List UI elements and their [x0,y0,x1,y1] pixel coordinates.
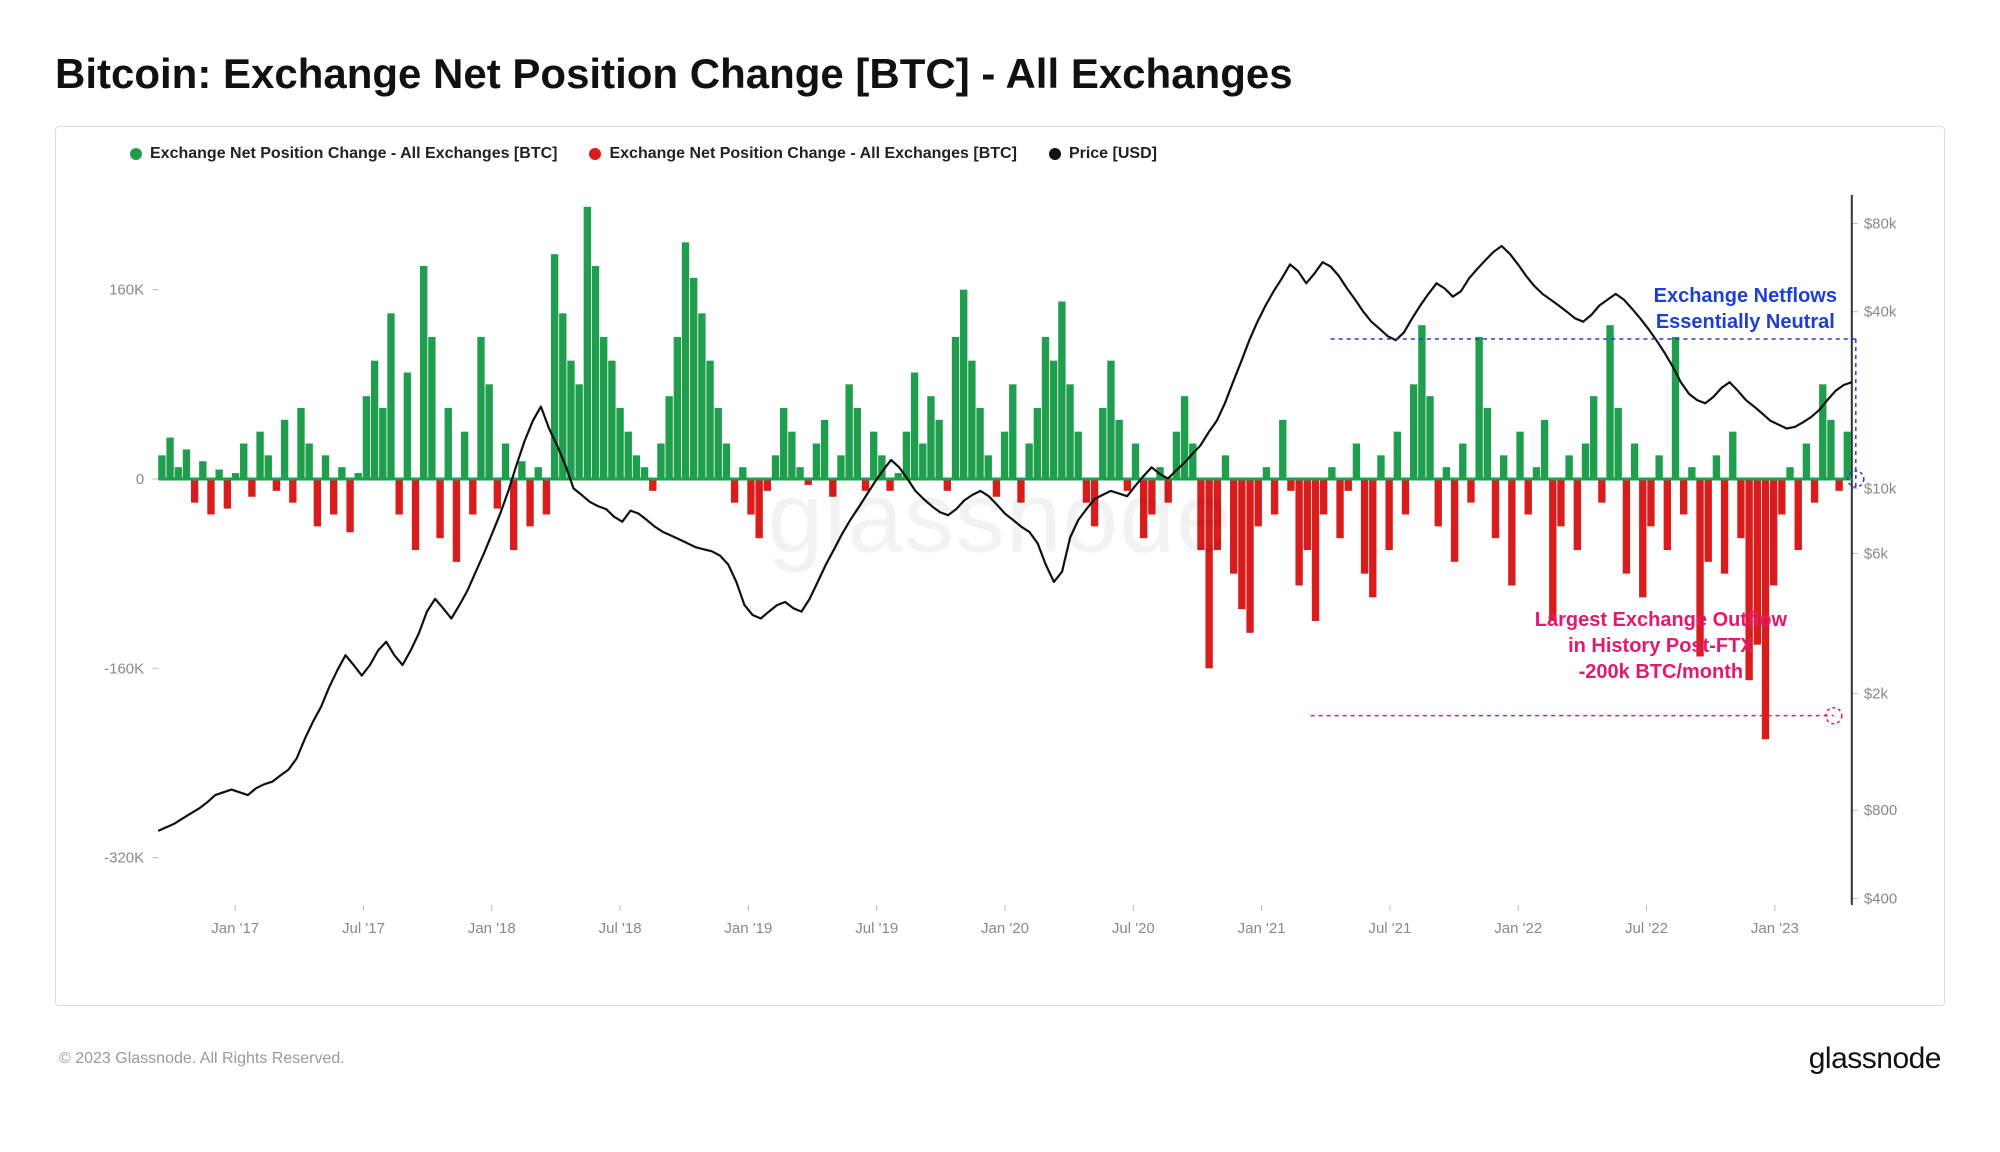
annotation-neutral: Exchange Netflows Essentially Neutral [1654,283,1837,335]
svg-text:$400: $400 [1864,890,1897,907]
svg-text:-320K: -320K [104,850,144,867]
svg-text:$80k: $80k [1864,215,1897,232]
svg-text:$2k: $2k [1864,685,1889,702]
legend-item-positive: Exchange Net Position Change - All Excha… [130,145,557,163]
svg-text:Jul '21: Jul '21 [1368,920,1411,937]
copyright-text: © 2023 Glassnode. All Rights Reserved. [59,1050,345,1068]
svg-text:Jul '19: Jul '19 [855,920,898,937]
chart-container: Exchange Net Position Change - All Excha… [55,126,1945,1006]
annotation-outflow-line3: -200k BTC/month [1535,659,1787,685]
svg-text:0: 0 [136,471,144,488]
legend-dot-red [589,148,601,160]
chart-plot: glassnode -320K-160K0160K$400$800$2k$6k$… [58,175,1942,955]
svg-text:$40k: $40k [1864,304,1897,321]
svg-text:Jan '22: Jan '22 [1494,920,1542,937]
svg-text:Jan '20: Jan '20 [981,920,1029,937]
svg-text:Jul '18: Jul '18 [599,920,642,937]
svg-text:-160K: -160K [104,660,144,677]
chart-legend: Exchange Net Position Change - All Excha… [58,145,1942,163]
annotation-neutral-line1: Exchange Netflows [1654,283,1837,309]
legend-item-price: Price [USD] [1049,145,1157,163]
legend-dot-green [130,148,142,160]
legend-label-1: Exchange Net Position Change - All Excha… [150,145,557,163]
brand-logo: glassnode [1809,1042,1941,1076]
legend-label-2: Exchange Net Position Change - All Excha… [609,145,1016,163]
annotation-neutral-line2: Essentially Neutral [1654,309,1837,335]
annotation-outflow-line1: Largest Exchange Outflow [1535,607,1787,633]
svg-text:Jan '23: Jan '23 [1751,920,1799,937]
annotation-outflow: Largest Exchange Outflow in History Post… [1535,607,1787,685]
annotation-outflow-line2: in History Post-FTX [1535,633,1787,659]
legend-item-negative: Exchange Net Position Change - All Excha… [589,145,1016,163]
chart-title: Bitcoin: Exchange Net Position Change [B… [55,50,1945,98]
legend-label-3: Price [USD] [1069,145,1157,163]
svg-text:Jul '20: Jul '20 [1112,920,1155,937]
svg-text:$10k: $10k [1864,480,1897,497]
svg-text:Jan '18: Jan '18 [468,920,516,937]
svg-text:Jan '17: Jan '17 [211,920,259,937]
svg-text:Jan '21: Jan '21 [1238,920,1286,937]
svg-text:$800: $800 [1864,802,1897,819]
svg-text:$6k: $6k [1864,545,1889,562]
svg-text:Jul '22: Jul '22 [1625,920,1668,937]
svg-text:160K: 160K [109,282,144,299]
legend-dot-black [1049,148,1061,160]
svg-text:Jul '17: Jul '17 [342,920,385,937]
svg-text:Jan '19: Jan '19 [724,920,772,937]
chart-footer: © 2023 Glassnode. All Rights Reserved. g… [55,1042,1945,1076]
